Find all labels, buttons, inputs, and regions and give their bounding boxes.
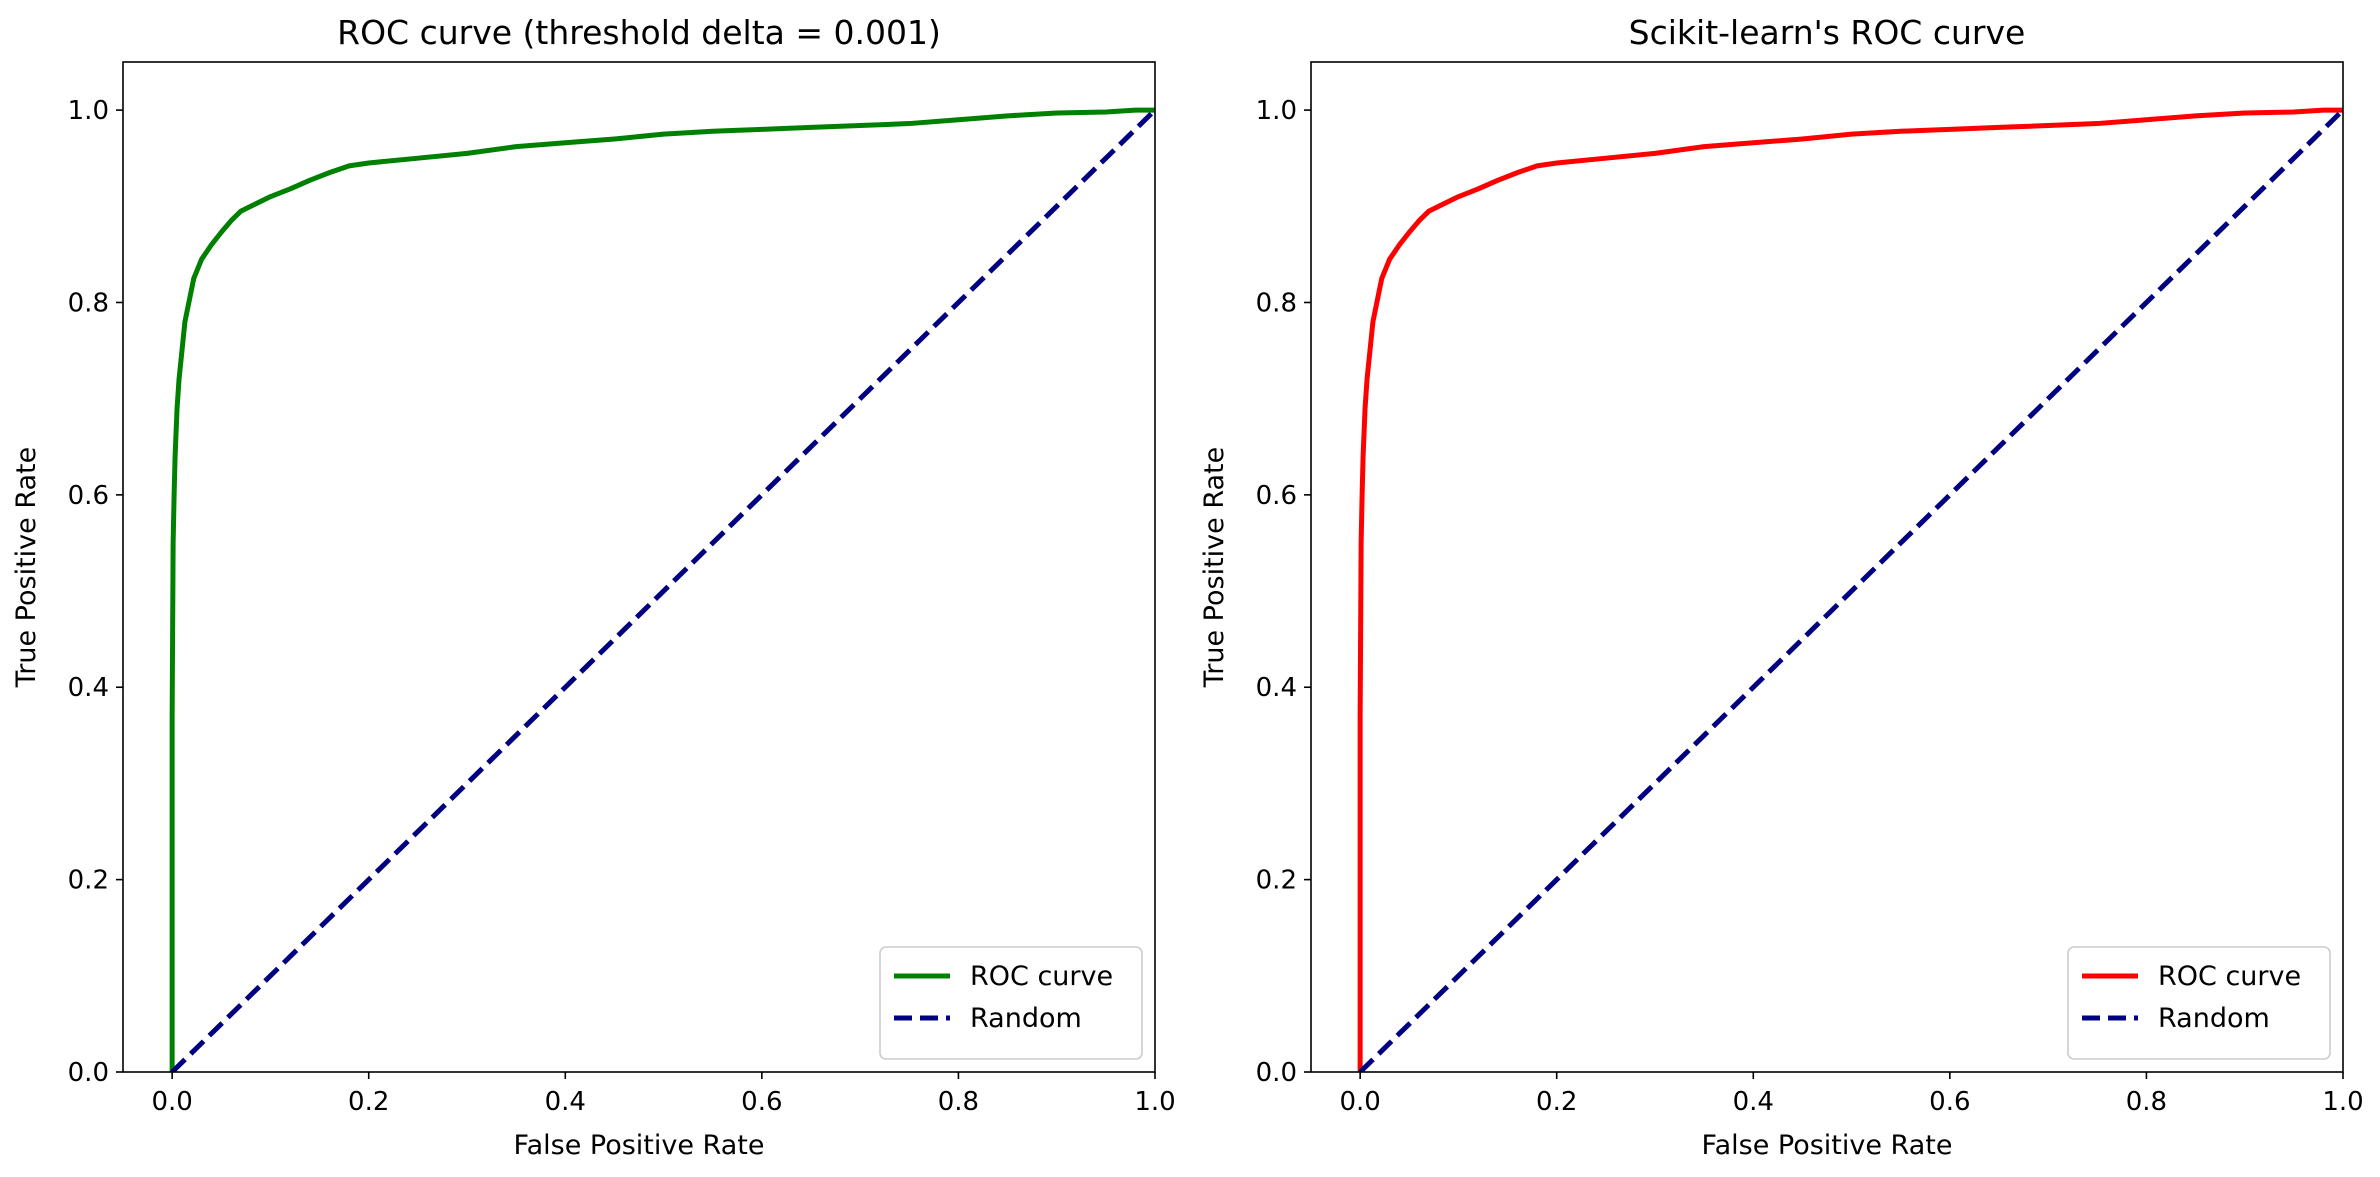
chart-2-legend-label: Random	[2158, 1003, 2270, 1034]
chart-2-x-tick-label: 0.2	[1536, 1087, 1577, 1117]
chart-2-y-tick-label: 0.4	[1256, 673, 1297, 703]
chart-2-x-axis-label: False Positive Rate	[1702, 1130, 1953, 1161]
chart-1-legend: ROC curve Random	[879, 946, 1143, 1060]
chart-2-title: Scikit-learn's ROC curve	[1629, 13, 2026, 52]
chart-2-y-tick-label: 0.2	[1256, 866, 1297, 896]
chart-1-legend-label: ROC curve	[970, 961, 1113, 992]
chart-1-y-tick-label: 1.0	[68, 96, 109, 126]
chart-1-title: ROC curve (threshold delta = 0.001)	[337, 13, 941, 52]
chart-2-x-tick-label: 0.4	[1733, 1087, 1774, 1117]
chart-2-series-random-line	[1358, 108, 2343, 1072]
chart-2-y-tick-label: 0.6	[1256, 481, 1297, 511]
chart-2-y-tick-label: 0.0	[1256, 1058, 1297, 1088]
chart-1-x-tick-label: 0.0	[151, 1087, 192, 1117]
chart-2-legend-label: ROC curve	[2158, 961, 2301, 992]
chart-1-y-tick-label: 0.8	[68, 288, 109, 318]
chart-2-y-axis-label: True Positive Rate	[1199, 447, 1230, 689]
chart-2-y-tick-label: 0.8	[1256, 288, 1297, 318]
chart-2-axes-frame	[1310, 61, 2344, 1073]
chart-2-y-tick-label: 1.0	[1256, 96, 1297, 126]
chart-1-x-axis-label: False Positive Rate	[514, 1130, 765, 1161]
chart-2-x-tick-label: 0.8	[2126, 1087, 2167, 1117]
chart-1-y-tick-label: 0.6	[68, 481, 109, 511]
chart-1-x-tick-label: 0.2	[348, 1087, 389, 1117]
chart-1-y-tick-label: 0.2	[68, 866, 109, 896]
chart-1-axes-frame	[122, 61, 1156, 1073]
chart-2-x-tick-label: 0.0	[1339, 1087, 1380, 1117]
chart-1-x-tick-label: 0.8	[938, 1087, 979, 1117]
chart-1-series-roc-curve-line	[169, 107, 1155, 1072]
chart-2-legend: ROC curve Random	[2067, 946, 2331, 1060]
chart-1-x-tick-label: 0.6	[741, 1087, 782, 1117]
chart-1-y-tick-label: 0.0	[68, 1058, 109, 1088]
chart-2-series-roc-curve-line	[1357, 107, 2343, 1072]
chart-2-x-tick-label: 1.0	[2322, 1087, 2363, 1117]
chart-1-series-random-line	[170, 108, 1155, 1072]
chart-1-y-axis-label: True Positive Rate	[11, 447, 42, 689]
chart-1: 0.0 0.2 0.4 0.6 0.8 1.0 0.0 0.2 0.4 0.6 0.8 1.0 ROC …	[11, 13, 1176, 1161]
chart-2: 0.0 0.2 0.4 0.6 0.8 1.0 0.0 0.2 0.4 0.6 0.8 1.0 Scik…	[1199, 13, 2364, 1161]
chart-1-y-tick-label: 0.4	[68, 673, 109, 703]
chart-1-legend-label: Random	[970, 1003, 1082, 1034]
chart-1-x-tick-label: 1.0	[1134, 1087, 1175, 1117]
chart-1-x-tick-label: 0.4	[545, 1087, 586, 1117]
chart-2-x-tick-label: 0.6	[1929, 1087, 1970, 1117]
